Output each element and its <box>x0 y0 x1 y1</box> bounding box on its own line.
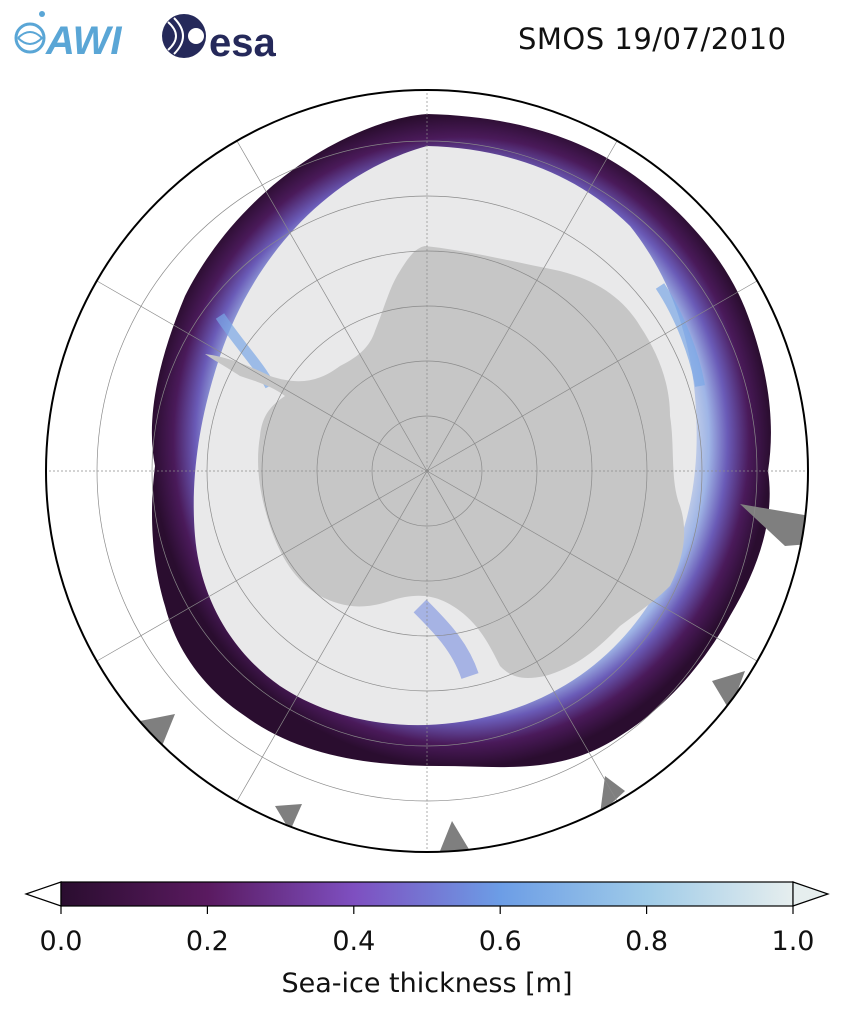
colorbar-label: Sea-ice thickness [m] <box>281 968 572 999</box>
colorbar-extend-high <box>792 881 830 907</box>
no-data-region <box>740 504 808 546</box>
awi-logo-text: AWI <box>45 19 122 63</box>
colorbar-gradient <box>60 881 794 907</box>
esa-logo: esa <box>162 14 276 65</box>
colorbar-tick-label: 0.0 <box>40 926 83 957</box>
colorbar-tick-label: 1.0 <box>772 926 815 957</box>
logo-group: AWI esa <box>8 8 308 65</box>
antarctica <box>205 246 685 678</box>
colorbar-tick-label: 0.2 <box>186 926 229 957</box>
map-boundary <box>45 89 809 853</box>
awi-logo: AWI <box>14 11 122 63</box>
colorbar-tick-label: 0.4 <box>332 926 375 957</box>
polar-map <box>40 86 818 858</box>
longitude-grid <box>46 90 808 852</box>
colorbar-tick-label: 0.6 <box>479 926 522 957</box>
colorbar-ticks: 0.0 0.2 0.4 0.6 0.8 1.0 <box>40 906 815 957</box>
colorbar-extend-low <box>24 881 62 907</box>
map-title: SMOS 19/07/2010 <box>518 22 787 56</box>
colorbar-tick-label: 0.8 <box>625 926 668 957</box>
colorbar: 0.0 0.2 0.4 0.6 0.8 1.0 Sea-ice thickness [m] <box>0 870 854 1026</box>
esa-logo-text: esa <box>209 21 276 64</box>
